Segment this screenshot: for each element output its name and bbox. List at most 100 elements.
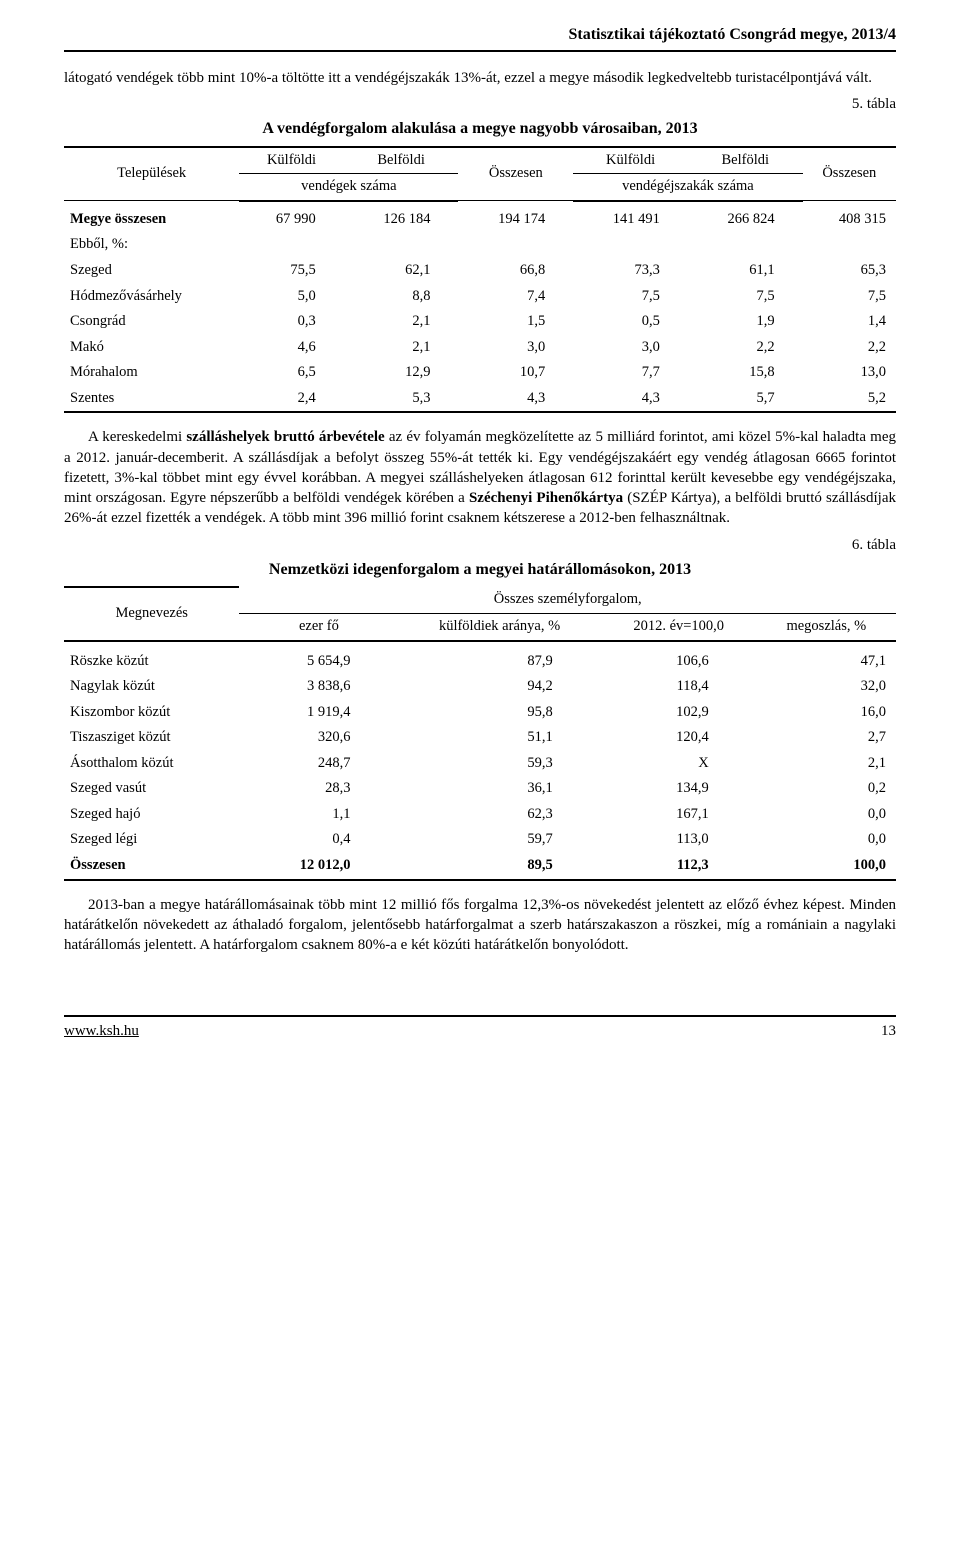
cell: 89,5 bbox=[398, 853, 600, 880]
cell: 7,5 bbox=[688, 284, 803, 310]
table-row: Tiszasziget közút320,651,1120,42,7 bbox=[64, 725, 896, 751]
table-row: Mórahalom6,512,910,77,715,813,0 bbox=[64, 360, 896, 386]
table-row: Szeged légi0,459,7113,00,0 bbox=[64, 827, 896, 853]
cell: 7,4 bbox=[458, 284, 573, 310]
cell: 112,3 bbox=[601, 853, 757, 880]
table-row: Csongrád0,32,11,50,51,91,4 bbox=[64, 309, 896, 335]
t6-col-kulfoldiek: külföldiek aránya, % bbox=[398, 613, 600, 640]
table-row: Szeged75,562,166,873,361,165,3 bbox=[64, 258, 896, 284]
cell: 3,0 bbox=[458, 335, 573, 361]
row-label: Csongrád bbox=[64, 309, 239, 335]
cell: 0,4 bbox=[239, 827, 398, 853]
row-label: Ebből, %: bbox=[64, 232, 239, 258]
document-header: Statisztikai tájékoztató Csongrád megye,… bbox=[64, 24, 896, 52]
cell: 73,3 bbox=[573, 258, 688, 284]
table-row: Ásotthalom közút248,759,3X2,1 bbox=[64, 751, 896, 777]
t5-col-kulfoldi-2: Külföldi bbox=[573, 147, 688, 174]
t5-col-vendegejsz: vendégéjszakák száma bbox=[573, 174, 802, 201]
cell: 266 824 bbox=[688, 201, 803, 233]
cell: 62,1 bbox=[344, 258, 459, 284]
cell: 5,7 bbox=[688, 386, 803, 413]
cell: 6,5 bbox=[239, 360, 343, 386]
cell: 65,3 bbox=[803, 258, 896, 284]
cell: 1,1 bbox=[239, 802, 398, 828]
mid-paragraph: A kereskedelmi szálláshelyek bruttó árbe… bbox=[64, 427, 896, 528]
cell: 194 174 bbox=[458, 201, 573, 233]
cell: 32,0 bbox=[757, 674, 896, 700]
row-label: Összesen bbox=[64, 853, 239, 880]
cell: 4,6 bbox=[239, 335, 343, 361]
cell: 94,2 bbox=[398, 674, 600, 700]
table-row: Szeged vasút28,336,1134,90,2 bbox=[64, 776, 896, 802]
row-label: Szeged hajó bbox=[64, 802, 239, 828]
cell: 0,0 bbox=[757, 802, 896, 828]
cell: 12,9 bbox=[344, 360, 459, 386]
cell: 5,0 bbox=[239, 284, 343, 310]
row-label: Szeged légi bbox=[64, 827, 239, 853]
cell: 59,7 bbox=[398, 827, 600, 853]
table-row: Hódmezővásárhely5,08,87,47,57,57,5 bbox=[64, 284, 896, 310]
table5-label: 5. tábla bbox=[64, 94, 896, 114]
row-label: Makó bbox=[64, 335, 239, 361]
cell: 13,0 bbox=[803, 360, 896, 386]
table-row: Szentes2,45,34,34,35,75,2 bbox=[64, 386, 896, 413]
cell bbox=[573, 232, 688, 258]
table5-title: A vendégforgalom alakulása a megye nagyo… bbox=[64, 118, 896, 140]
row-label: Hódmezővásárhely bbox=[64, 284, 239, 310]
t5-col-osszesen-1: Összesen bbox=[458, 147, 573, 201]
table-row: Nagylak közút3 838,694,2118,432,0 bbox=[64, 674, 896, 700]
cell: 2,1 bbox=[344, 335, 459, 361]
table6-label: 6. tábla bbox=[64, 535, 896, 555]
cell: 5,2 bbox=[803, 386, 896, 413]
mid-bold1: szálláshelyek bruttó árbevétele bbox=[186, 429, 384, 445]
cell: 3,0 bbox=[573, 335, 688, 361]
cell: 2,1 bbox=[344, 309, 459, 335]
cell: 75,5 bbox=[239, 258, 343, 284]
cell: 120,4 bbox=[601, 725, 757, 751]
cell: 2,7 bbox=[757, 725, 896, 751]
cell: 1,5 bbox=[458, 309, 573, 335]
row-label: Nagylak közút bbox=[64, 674, 239, 700]
row-label: Szentes bbox=[64, 386, 239, 413]
cell: 102,9 bbox=[601, 700, 757, 726]
cell: 320,6 bbox=[239, 725, 398, 751]
cell: 47,1 bbox=[757, 641, 896, 675]
cell: 66,8 bbox=[458, 258, 573, 284]
t6-col-megnev: Megnevezés bbox=[64, 587, 239, 640]
cell: 3 838,6 bbox=[239, 674, 398, 700]
cell: 2,4 bbox=[239, 386, 343, 413]
footer-page-number: 13 bbox=[881, 1021, 896, 1041]
t5-col-vendegek: vendégek száma bbox=[239, 174, 458, 201]
cell: 5,3 bbox=[344, 386, 459, 413]
cell: 141 491 bbox=[573, 201, 688, 233]
cell: 0,5 bbox=[573, 309, 688, 335]
mid-bold2: Széchenyi Pihenőkártya bbox=[469, 490, 623, 506]
cell: 15,8 bbox=[688, 360, 803, 386]
cell bbox=[344, 232, 459, 258]
cell: X bbox=[601, 751, 757, 777]
cell: 4,3 bbox=[458, 386, 573, 413]
cell: 408 315 bbox=[803, 201, 896, 233]
cell: 118,4 bbox=[601, 674, 757, 700]
cell: 8,8 bbox=[344, 284, 459, 310]
cell bbox=[458, 232, 573, 258]
cell: 0,0 bbox=[757, 827, 896, 853]
row-label: Ásotthalom közút bbox=[64, 751, 239, 777]
t5-col-belfoldi-1: Belföldi bbox=[344, 147, 459, 174]
footer-link[interactable]: www.ksh.hu bbox=[64, 1021, 139, 1041]
cell: 0,2 bbox=[757, 776, 896, 802]
t6-col-ezerfo: ezer fő bbox=[239, 613, 398, 640]
cell: 106,6 bbox=[601, 641, 757, 675]
cell: 1,4 bbox=[803, 309, 896, 335]
table-row: Makó4,62,13,03,02,22,2 bbox=[64, 335, 896, 361]
table6: Megnevezés Összes személyforgalom, ezer … bbox=[64, 586, 896, 880]
cell: 51,1 bbox=[398, 725, 600, 751]
cell: 67 990 bbox=[239, 201, 343, 233]
intro-paragraph: látogató vendégek több mint 10%-a töltöt… bbox=[64, 68, 896, 88]
table-row: Összesen12 012,089,5112,3100,0 bbox=[64, 853, 896, 880]
cell: 12 012,0 bbox=[239, 853, 398, 880]
table-row: Ebből, %: bbox=[64, 232, 896, 258]
cell: 248,7 bbox=[239, 751, 398, 777]
row-label: Szeged vasút bbox=[64, 776, 239, 802]
cell bbox=[803, 232, 896, 258]
